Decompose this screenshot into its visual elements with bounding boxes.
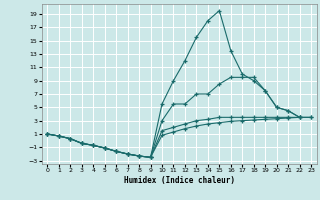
X-axis label: Humidex (Indice chaleur): Humidex (Indice chaleur): [124, 176, 235, 185]
